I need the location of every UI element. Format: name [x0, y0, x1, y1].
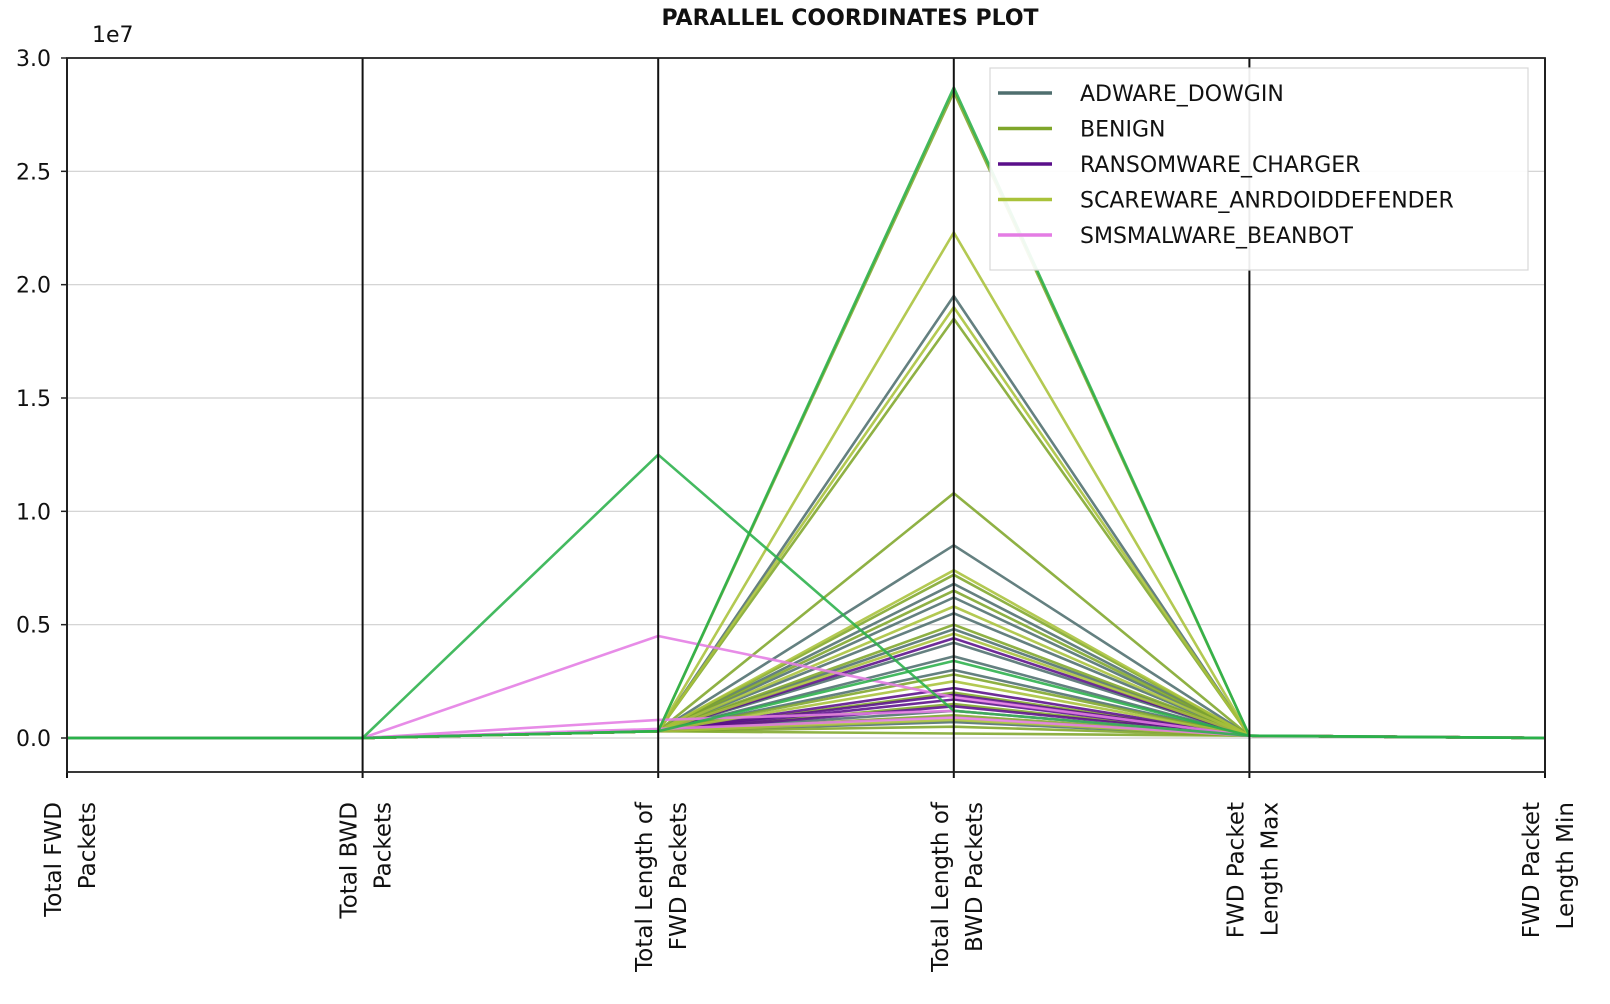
- chart-title: PARALLEL COORDINATES PLOT: [661, 6, 1038, 31]
- axis-label-line1: Total Length of: [928, 801, 954, 973]
- y-tick-label: 0.5: [16, 614, 51, 639]
- axis-label-line2: Length Max: [1257, 802, 1283, 936]
- axis-label-line1: FWD Packet: [1223, 802, 1249, 938]
- y-tick-label: 3.0: [16, 47, 51, 72]
- legend-label: RANSOMWARE_CHARGER: [1080, 153, 1360, 178]
- axis-label: Total Length of BWD Packets: [928, 801, 988, 973]
- axis-label-line1: Total BWD: [337, 802, 363, 919]
- y-tick-label: 2.0: [16, 274, 51, 299]
- y-tick-label: 1.5: [16, 387, 51, 412]
- y-tick-label: 2.5: [16, 160, 51, 185]
- axis-label-line2: BWD Packets: [962, 802, 988, 952]
- y-tick-label: 1.0: [16, 500, 51, 525]
- axis-label-line2: Packets: [371, 802, 397, 889]
- axis-label-line1: FWD Packet: [1519, 802, 1545, 938]
- axis-labels: Total FWD Packets Total BWD Packets Total Le…: [41, 801, 1579, 973]
- axis-label: FWD Packet Length Min: [1519, 802, 1579, 938]
- legend: ADWARE_DOWGIN BENIGN RANSOMWARE_CHARGER SCA…: [989, 67, 1529, 271]
- axis-label: Total BWD Packets: [337, 802, 397, 919]
- axis-label-line2: Packets: [75, 802, 101, 889]
- y-scale-label: 1e7: [92, 23, 134, 48]
- axis-label: FWD Packet Length Max: [1223, 802, 1283, 938]
- plot-frame: [66, 57, 1546, 773]
- legend-label: BENIGN: [1080, 118, 1165, 143]
- legend-box: [989, 67, 1529, 271]
- axis-label: Total FWD Packets: [41, 802, 101, 918]
- axis-label: Total Length of FWD Packets: [632, 801, 692, 973]
- axis-label-line2: FWD Packets: [666, 802, 692, 950]
- plot-border: [66, 57, 1546, 773]
- y-tick-labels: 0.0 0.5 1.0 1.5 2.0 2.5 3.0: [16, 47, 67, 752]
- series-line: [67, 659, 1546, 740]
- axis-label-line2: Length Min: [1553, 802, 1579, 929]
- legend-label: SMSMALWARE_BEANBOT: [1080, 224, 1353, 249]
- axis-label-line1: Total Length of: [632, 801, 658, 973]
- axis-label-line1: Total FWD: [41, 802, 67, 918]
- data-lines: [67, 86, 1546, 740]
- legend-label: SCAREWARE_ANRDOIDDEFENDER: [1080, 189, 1454, 214]
- y-tick-label: 0.0: [16, 727, 51, 752]
- series-unnamed-5: [67, 86, 1546, 740]
- legend-label: ADWARE_DOWGIN: [1080, 82, 1284, 107]
